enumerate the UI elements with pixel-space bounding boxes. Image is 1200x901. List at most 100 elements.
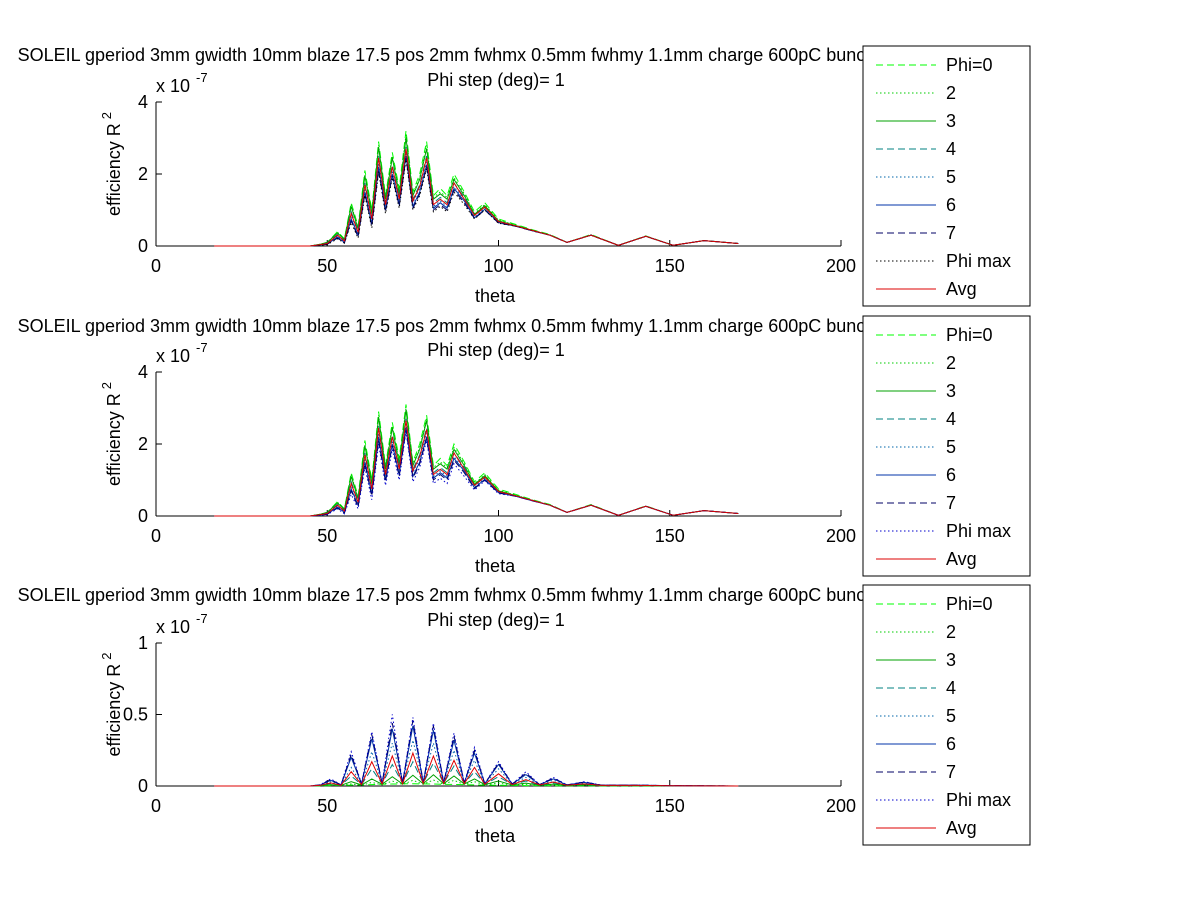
legend-entry-label: 5: [946, 706, 956, 726]
legend-entry-label: Phi max: [946, 251, 1011, 271]
legend-entry-label: Avg: [946, 818, 977, 838]
y-axis-label-text: efficiency R: [104, 664, 124, 757]
x-axis-label: theta: [475, 826, 516, 846]
legend-entry-label: Phi=0: [946, 55, 993, 75]
series-line-phi-max: [214, 159, 739, 247]
x-tick-label: 50: [317, 796, 337, 816]
legend-entry-label: 6: [946, 195, 956, 215]
legend-entry-label: 2: [946, 83, 956, 103]
y-scale-exponent: -7: [196, 340, 208, 355]
y-tick-label: 1: [138, 633, 148, 653]
legend-entry-label: 4: [946, 409, 956, 429]
x-tick-label: 0: [151, 796, 161, 816]
x-tick-label: 0: [151, 256, 161, 276]
series-line-7: [214, 157, 739, 247]
series-line-avg: [214, 420, 739, 517]
legend-entry-label: 3: [946, 381, 956, 401]
y-tick-label: 4: [138, 362, 148, 382]
series-line-2: [214, 134, 739, 247]
series-line-avg: [214, 751, 739, 787]
y-scale-factor: x 10: [156, 617, 190, 637]
y-tick-label: 0.5: [123, 705, 148, 725]
series-line-5: [214, 152, 739, 247]
series-line-6: [214, 155, 739, 247]
x-tick-label: 150: [655, 796, 685, 816]
series-line-4: [214, 418, 739, 517]
chart-subtitle: Phi step (deg)= 1: [427, 610, 565, 630]
legend-entry-label: Avg: [946, 279, 977, 299]
series-line-3: [214, 774, 739, 787]
series-line-6: [214, 427, 739, 517]
y-tick-label: 0: [138, 236, 148, 256]
y-tick-label: 2: [138, 434, 148, 454]
legend: Phi=0 2 3 4 5 6 7 Phi max Avg: [862, 315, 1031, 577]
chart-title: SOLEIL gperiod 3mm gwidth 10mm blaze 17.…: [18, 316, 979, 336]
legend-entry-label: Phi=0: [946, 325, 993, 345]
y-scale-exponent: -7: [196, 611, 208, 626]
y-tick-label: 2: [138, 164, 148, 184]
legend: Phi=0 2 3 4 5 6 7 Phi max Avg: [862, 584, 1031, 846]
legend-entry-label: 4: [946, 678, 956, 698]
y-tick-label: 4: [138, 92, 148, 112]
legend-entry-label: 5: [946, 167, 956, 187]
series-line-3: [214, 409, 739, 517]
series-line-7: [214, 720, 739, 787]
chart-title: SOLEIL gperiod 3mm gwidth 10mm blaze 17.…: [18, 585, 979, 605]
legend-entry-label: 6: [946, 734, 956, 754]
x-tick-label: 150: [655, 526, 685, 546]
y-axis-label-text: efficiency R: [104, 393, 124, 486]
x-axis-label: theta: [475, 556, 516, 576]
y-scale-factor: x 10: [156, 346, 190, 366]
y-axis-label: efficiency R 2: [99, 382, 124, 486]
y-axis-label: efficiency R 2: [99, 653, 124, 757]
legend-box: [862, 584, 1031, 846]
x-tick-label: 200: [826, 256, 856, 276]
chart-panel-1: 0 50 100 150 200 0 2 4 x 10 -7 SOLEIL gperiod 3mm …: [18, 45, 1031, 307]
series-line-2: [214, 407, 739, 517]
x-tick-label: 200: [826, 526, 856, 546]
legend: Phi=0 2 3 4 5 6 7 Phi max Avg: [862, 45, 1031, 307]
y-scale-exponent: -7: [196, 70, 208, 85]
legend-entry-label: Phi max: [946, 790, 1011, 810]
series-line-phi-max: [214, 431, 739, 517]
legend-box: [862, 45, 1031, 307]
y-axis-label: efficiency R 2: [99, 112, 124, 216]
x-tick-label: 200: [826, 796, 856, 816]
x-axis-label: theta: [475, 286, 516, 306]
legend-box: [862, 315, 1031, 577]
chart-panel-2: 0 50 100 150 200 0 2 4 x 10 -7 SOLEIL gperiod 3mm …: [18, 315, 1031, 577]
legend-entry-label: 3: [946, 650, 956, 670]
series-line-7: [214, 429, 739, 517]
x-tick-label: 0: [151, 526, 161, 546]
series-line-5: [214, 740, 739, 787]
legend-entry-label: Avg: [946, 549, 977, 569]
chart-title: SOLEIL gperiod 3mm gwidth 10mm blaze 17.…: [18, 45, 979, 65]
chart-subtitle: Phi step (deg)= 1: [427, 340, 565, 360]
legend-entry-label: 2: [946, 622, 956, 642]
series-line-phi-0: [214, 404, 739, 517]
x-tick-label: 50: [317, 256, 337, 276]
y-scale-factor: x 10: [156, 76, 190, 96]
legend-entry-label: 6: [946, 465, 956, 485]
series-line-5: [214, 424, 739, 517]
x-tick-label: 100: [483, 256, 513, 276]
series-line-phi-0: [214, 130, 739, 247]
y-axis-label-superscript: 2: [99, 653, 114, 660]
y-tick-label: 0: [138, 506, 148, 526]
x-tick-label: 150: [655, 256, 685, 276]
series-line-3: [214, 137, 739, 247]
series-line-4: [214, 146, 739, 247]
series-line-4: [214, 760, 739, 787]
chart-panel-3: 0 50 100 150 200 0 0.5 1 x 10 -7 SOLEIL gperiod 3m…: [18, 584, 1031, 846]
y-axis-label-text: efficiency R: [104, 123, 124, 216]
series-line-phi-max: [214, 714, 739, 787]
legend-entry-label: 7: [946, 223, 956, 243]
legend-entry-label: Phi max: [946, 521, 1011, 541]
legend-entry-label: 4: [946, 139, 956, 159]
x-tick-label: 50: [317, 526, 337, 546]
legend-entry-label: 7: [946, 493, 956, 513]
legend-entry-label: 7: [946, 762, 956, 782]
y-tick-label: 0: [138, 776, 148, 796]
legend-entry-label: 3: [946, 111, 956, 131]
